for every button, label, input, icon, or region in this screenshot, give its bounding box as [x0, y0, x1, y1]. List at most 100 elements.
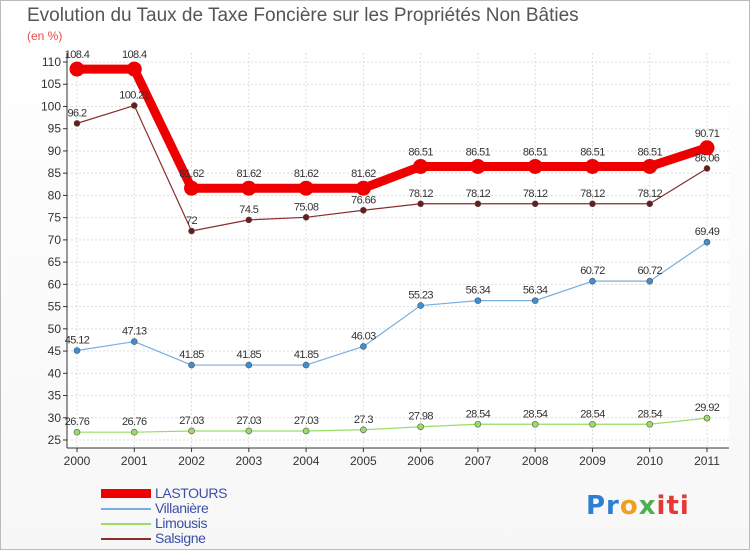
axes: 25 30 35 40 45 50 55 60 65 70 75 80 85 90 95 100 105 110 2… — [41, 53, 729, 468]
data-point — [589, 200, 596, 208]
y-tick-label: 40 — [48, 366, 62, 380]
data-point — [589, 420, 596, 428]
data-point — [73, 120, 81, 127]
data-label: 78.12 — [523, 188, 548, 200]
data-point — [73, 347, 81, 354]
data-label: 86.51 — [523, 146, 548, 158]
data-point — [584, 158, 600, 174]
plot-area — [67, 53, 729, 448]
legend-swatch — [101, 523, 151, 525]
data-point — [646, 277, 654, 285]
proxiti-logo: Proxiti — [586, 491, 690, 521]
data-point — [130, 102, 138, 109]
data-label: 81.62 — [351, 168, 376, 180]
y-tick-label: 85 — [48, 166, 62, 180]
y-tick-label: 25 — [48, 433, 62, 447]
x-tick-label: 2001 — [121, 454, 148, 468]
x-tick-label: 2011 — [694, 454, 720, 468]
legend-swatch — [101, 489, 151, 498]
data-label: 27.03 — [237, 415, 262, 427]
data-point — [470, 158, 486, 174]
data-label: 27.03 — [294, 415, 319, 427]
data-label: 69.49 — [695, 226, 720, 238]
data-point — [73, 428, 81, 436]
data-point — [241, 180, 257, 196]
data-point — [642, 158, 658, 174]
y-tick-label: 100 — [41, 99, 61, 113]
x-tick-label: 2009 — [579, 454, 606, 468]
data-point — [360, 343, 367, 350]
y-tick-label: 65 — [48, 255, 62, 269]
y-tick-label: 30 — [48, 411, 62, 425]
data-label: 86.51 — [408, 146, 433, 158]
y-unit-label: (en %) — [27, 29, 63, 43]
y-tick-label: 45 — [48, 344, 62, 358]
y-tick-label: 60 — [48, 277, 62, 291]
x-tick-label: 2004 — [293, 454, 320, 468]
chart-title: Evolution du Taux de Taxe Foncière sur l… — [27, 5, 579, 26]
grid-lines — [67, 53, 729, 448]
data-point — [69, 61, 85, 77]
data-point — [527, 158, 543, 174]
data-label: 78.12 — [408, 188, 433, 200]
data-label: 28.54 — [637, 408, 662, 420]
data-point — [417, 423, 424, 431]
data-label: 60.72 — [637, 265, 662, 277]
legend-label: LASTOURS — [155, 485, 228, 501]
x-tick-label: 2003 — [235, 454, 262, 468]
data-label: 56.34 — [523, 285, 548, 297]
y-tick-label: 110 — [42, 55, 61, 69]
x-tick-label: 2002 — [178, 454, 205, 468]
data-label: 41.85 — [237, 349, 262, 361]
data-point — [130, 428, 138, 436]
y-tick-label: 95 — [48, 122, 62, 136]
y-tick-label: 105 — [41, 77, 61, 91]
data-point — [355, 180, 371, 196]
data-label: 81.62 — [294, 168, 319, 180]
x-tick-label: 2007 — [465, 454, 492, 468]
data-label: 46.03 — [351, 330, 376, 342]
data-point — [298, 180, 314, 196]
y-tick-label: 70 — [48, 233, 62, 247]
data-label: 56.34 — [466, 285, 491, 297]
data-label: 41.85 — [294, 349, 319, 361]
data-label: 78.12 — [580, 188, 605, 200]
data-point — [703, 165, 711, 172]
y-tick-label: 90 — [48, 144, 62, 158]
data-label: 26.76 — [65, 416, 90, 428]
legend-label: Salsigne — [155, 530, 206, 546]
series-line — [76, 417, 708, 433]
data-point — [245, 216, 253, 224]
data-point — [417, 200, 424, 208]
series-line — [72, 64, 712, 193]
data-point — [531, 200, 539, 208]
legend-label: Villanière — [155, 500, 209, 516]
data-point — [646, 420, 654, 428]
data-label: 76.66 — [351, 194, 376, 206]
series-line — [76, 104, 708, 232]
x-tick-label: 2000 — [64, 454, 91, 468]
data-point — [130, 338, 138, 345]
data-label: 45.12 — [65, 335, 90, 347]
data-label: 74.5 — [239, 204, 258, 216]
series-line — [76, 241, 708, 366]
data-point — [699, 140, 715, 156]
data-point — [245, 361, 253, 369]
data-label: 86.51 — [580, 146, 605, 158]
data-label: 29.92 — [695, 402, 720, 414]
data-point — [188, 361, 195, 369]
data-point — [703, 414, 711, 422]
data-label: 86.51 — [466, 146, 491, 158]
x-tick-label: 2010 — [636, 454, 663, 468]
data-label: 27.98 — [408, 411, 433, 423]
data-label: 78.12 — [637, 188, 662, 200]
y-tick-label: 55 — [48, 300, 62, 314]
data-label: 26.76 — [122, 416, 147, 428]
data-point — [413, 158, 429, 174]
y-tick-label: 50 — [48, 322, 62, 336]
data-label: 27.3 — [354, 414, 373, 426]
legend-label: Limousis — [155, 515, 208, 531]
data-point — [646, 200, 654, 208]
data-point — [474, 297, 482, 304]
